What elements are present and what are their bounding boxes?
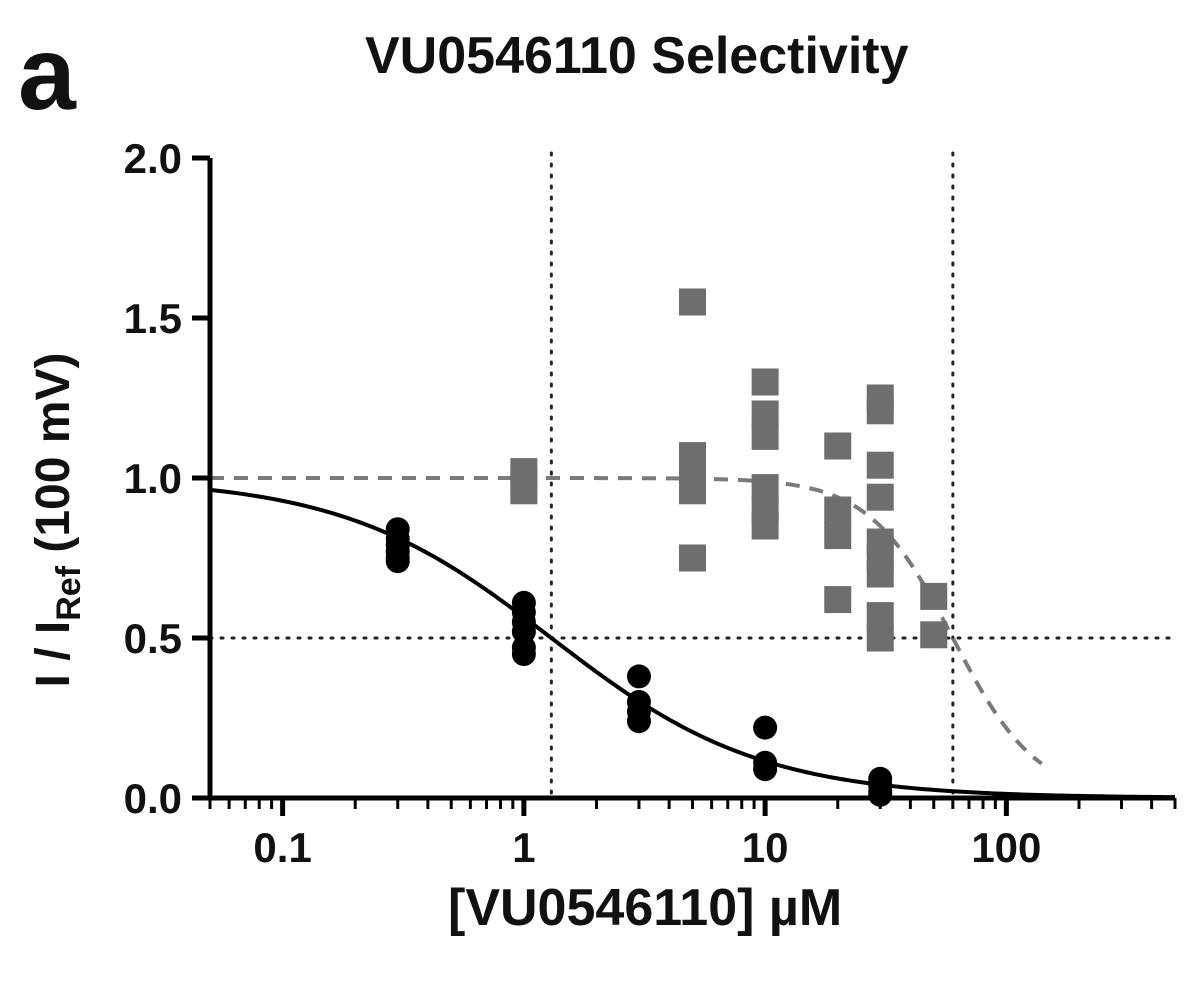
y-axis-label-suffix: (100 mV) bbox=[27, 352, 81, 566]
data-point-circle bbox=[753, 715, 778, 740]
reference-lines bbox=[208, 151, 1177, 800]
data-points bbox=[385, 288, 948, 807]
data-point-square bbox=[510, 477, 538, 505]
data-point-square bbox=[920, 621, 948, 649]
y-tick-label: 0.5 bbox=[124, 615, 182, 662]
data-point-circle bbox=[753, 757, 778, 782]
data-point-square bbox=[679, 288, 706, 316]
y-tick-label: 1.0 bbox=[124, 455, 182, 502]
data-point-circle bbox=[626, 664, 651, 689]
data-point-square bbox=[866, 451, 894, 479]
data-point-square bbox=[751, 512, 779, 540]
data-point-circle bbox=[868, 782, 893, 807]
data-point-circle bbox=[511, 642, 536, 666]
data-point-square bbox=[824, 432, 852, 460]
panel-letter: a bbox=[18, 16, 76, 132]
fit-curves bbox=[209, 476, 1176, 800]
x-tick-label: 100 bbox=[971, 824, 1041, 871]
x-tick-label: 10 bbox=[742, 824, 789, 871]
data-point-square bbox=[824, 586, 852, 614]
axes: 0.0 0.5 1.0 1.5 2.0 0.1 1 10 100 bbox=[124, 135, 1177, 871]
y-tick-label: 0.0 bbox=[124, 775, 182, 822]
y-axis-label-main: I / I bbox=[27, 620, 81, 688]
data-point-circle bbox=[626, 709, 651, 734]
y-tick-label: 2.0 bbox=[124, 135, 182, 182]
x-axis-label: [VU0546110] µM bbox=[448, 879, 843, 937]
chart-title: VU0546110 Selectivity bbox=[365, 27, 909, 85]
data-point-circle bbox=[385, 549, 410, 574]
data-point-square bbox=[751, 422, 779, 450]
x-tick-label: 1 bbox=[512, 824, 535, 871]
data-point-square bbox=[866, 397, 894, 425]
data-point-square bbox=[920, 582, 948, 610]
y-axis-label-subscript: Ref bbox=[49, 565, 88, 621]
data-point-square bbox=[866, 483, 894, 511]
gray-squares-fit-curve bbox=[210, 476, 1043, 766]
data-point-square bbox=[679, 477, 706, 505]
y-tick-label: 1.5 bbox=[124, 295, 182, 342]
data-point-square bbox=[751, 368, 779, 396]
data-point-square bbox=[824, 496, 852, 524]
y-axis-label: I / IRef (100 mV) bbox=[27, 352, 88, 688]
data-point-square bbox=[824, 522, 852, 550]
data-point-square bbox=[866, 560, 894, 588]
data-point-square bbox=[866, 624, 894, 652]
x-tick-label: 0.1 bbox=[253, 824, 311, 871]
data-point-square bbox=[679, 544, 706, 572]
black-circles-fit-curve bbox=[209, 487, 1176, 800]
